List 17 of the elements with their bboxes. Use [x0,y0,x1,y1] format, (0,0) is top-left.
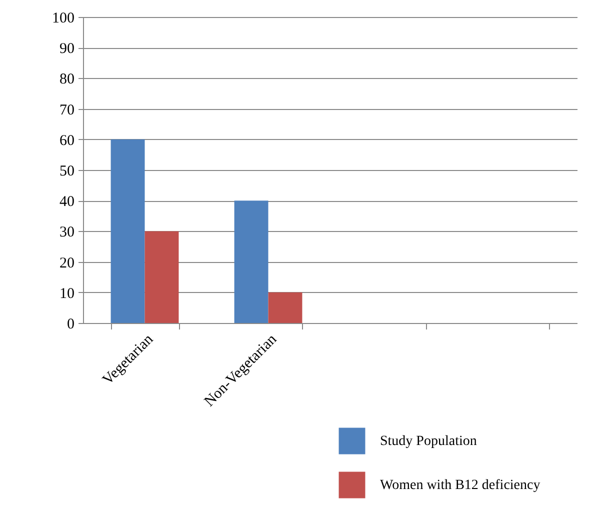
y-tick-label: 20 [60,255,74,272]
y-tick-label: 60 [60,132,74,149]
y-tick-label: 70 [60,102,74,118]
y-tick-label: 80 [60,72,74,88]
y-tick-label: 30 [60,224,74,241]
y-tick-label: 10 [60,286,74,302]
y-tick-label: 0 [67,316,74,332]
y-tick-label: 100 [52,10,74,26]
y-tick-label: 40 [60,194,74,210]
legend-label: Study Population [380,434,477,449]
y-tick-label: 90 [60,41,74,58]
legend-label: Women with B12 deficiency [380,478,540,493]
bar [144,231,179,323]
bar [268,292,302,323]
bar [110,139,145,323]
y-tick-label: 50 [60,164,74,180]
bar [234,200,268,323]
